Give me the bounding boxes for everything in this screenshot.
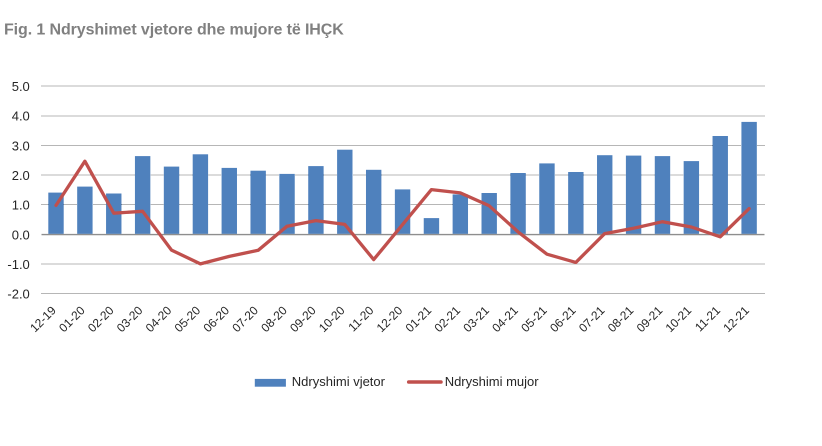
svg-text:2.0: 2.0 bbox=[12, 168, 30, 183]
svg-text:4.0: 4.0 bbox=[12, 109, 30, 124]
svg-text:3.0: 3.0 bbox=[12, 138, 30, 153]
svg-text:-1.0: -1.0 bbox=[7, 257, 29, 272]
svg-text:1.0: 1.0 bbox=[12, 198, 30, 213]
svg-text:Ndryshimi vjetor: Ndryshimi vjetor bbox=[292, 374, 386, 389]
svg-text:0.0: 0.0 bbox=[12, 227, 30, 242]
svg-text:5.0: 5.0 bbox=[12, 79, 30, 94]
svg-text:-2.0: -2.0 bbox=[7, 287, 29, 302]
svg-text:Fig. 1 Ndryshimet vjetore dhe: Fig. 1 Ndryshimet vjetore dhe mujore të … bbox=[4, 21, 344, 38]
svg-text:Ndryshimi mujor: Ndryshimi mujor bbox=[445, 374, 540, 389]
